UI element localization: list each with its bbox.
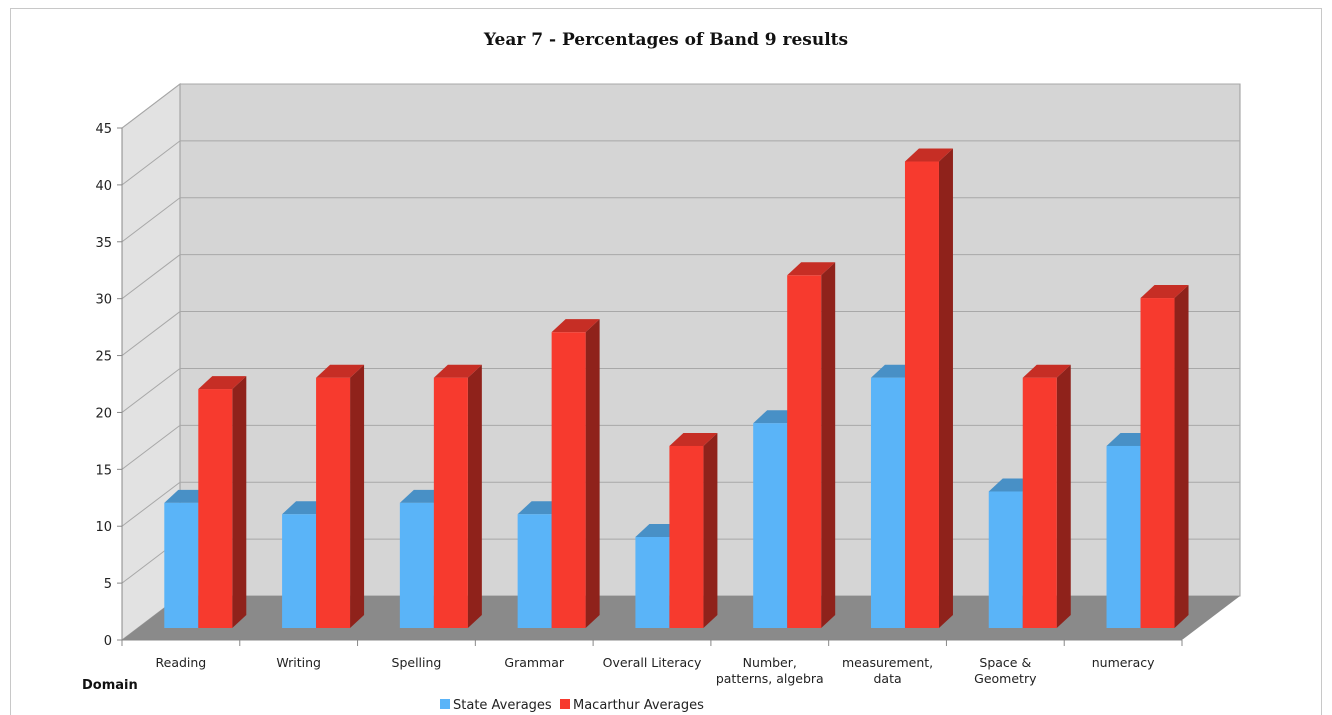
bar-macarthur	[316, 364, 365, 628]
bar-front	[988, 491, 1023, 628]
bar-side	[232, 376, 247, 628]
bars	[164, 148, 1189, 628]
bar-top	[316, 364, 365, 378]
gridline	[121, 254, 1240, 300]
legend-swatch	[560, 699, 570, 709]
gridline	[121, 140, 1240, 186]
bar-front	[399, 502, 434, 628]
legend-label: State Averages	[453, 698, 552, 713]
bar-front	[753, 423, 788, 628]
x-category-label: patterns, algebra	[716, 671, 824, 686]
bar-macarthur	[904, 148, 953, 628]
bar-side	[350, 364, 365, 628]
x-category-label: Grammar	[504, 655, 564, 670]
bar-front	[904, 161, 939, 628]
gridline	[121, 197, 1240, 243]
x-category-label: Overall Literacy	[603, 655, 702, 670]
bar-top	[669, 432, 718, 446]
x-category-label: measurement,	[842, 655, 933, 670]
bar-macarthur	[1140, 285, 1189, 628]
bar-side	[1056, 364, 1071, 628]
bar-top	[433, 364, 482, 378]
bar-front	[433, 377, 468, 628]
y-tick-label: 40	[95, 179, 112, 194]
x-category-label: numeracy	[1092, 655, 1155, 670]
x-category-label: Space &	[979, 655, 1031, 670]
bar-top	[787, 262, 836, 276]
chart-title: Year 7 - Percentages of Band 9 results	[483, 30, 849, 50]
legend-swatch	[440, 699, 450, 709]
bar-top	[551, 319, 600, 333]
bar-top	[1022, 364, 1071, 378]
bar-front	[1140, 298, 1175, 628]
y-tick-label: 20	[95, 406, 112, 421]
x-category-label: data	[873, 671, 901, 686]
x-category-label: Number,	[743, 655, 797, 670]
bar-front	[1106, 445, 1141, 628]
bar-front	[870, 377, 905, 628]
bar-side	[703, 432, 718, 628]
x-axis-title: Domain	[82, 678, 138, 693]
bar-macarthur	[787, 262, 836, 628]
bar-front	[551, 332, 586, 628]
bar-top	[198, 376, 247, 390]
bar-side	[821, 262, 836, 628]
bar-front	[316, 377, 351, 628]
x-category-label: Writing	[276, 655, 321, 670]
bar-side	[585, 319, 600, 628]
bar-side	[1174, 285, 1189, 628]
bar-front	[1022, 377, 1057, 628]
y-tick-label: 30	[95, 293, 112, 308]
bar-front	[517, 514, 552, 628]
gridline	[121, 83, 1240, 129]
x-category-label: Reading	[156, 655, 207, 670]
bar-macarthur	[433, 364, 482, 628]
legend-label: Macarthur Averages	[573, 698, 704, 713]
bar-front	[198, 389, 233, 628]
y-tick-label: 10	[95, 520, 112, 535]
bar-front	[282, 514, 317, 628]
bar-top	[904, 148, 953, 162]
y-axis: 0 5 10 15 20 25 30 35 40 45	[95, 122, 123, 649]
y-tick-label: 0	[104, 634, 112, 649]
bar-macarthur	[198, 376, 247, 628]
x-category-label: Spelling	[392, 655, 442, 670]
bar-macarthur	[551, 319, 600, 628]
bar-front	[787, 275, 822, 628]
y-tick-label: 5	[104, 577, 112, 592]
bar-top	[1140, 285, 1189, 299]
bar-front	[669, 445, 704, 628]
y-tick-label: 45	[95, 122, 112, 137]
bar-front	[164, 502, 199, 628]
bar-side	[467, 364, 482, 628]
y-tick-label: 25	[95, 350, 112, 365]
x-category-label: Geometry	[974, 671, 1037, 686]
y-tick-label: 35	[95, 236, 112, 251]
x-axis: Reading Writing Spelling Grammar Overall Lit…	[121, 639, 1183, 686]
y-tick-label: 15	[95, 463, 112, 478]
bar-front	[635, 536, 670, 628]
gridline	[121, 311, 1240, 356]
legend: State Averages Macarthur Averages	[440, 698, 704, 713]
bar-macarthur	[669, 432, 718, 628]
bar-side	[938, 148, 953, 628]
bar-macarthur	[1022, 364, 1071, 628]
